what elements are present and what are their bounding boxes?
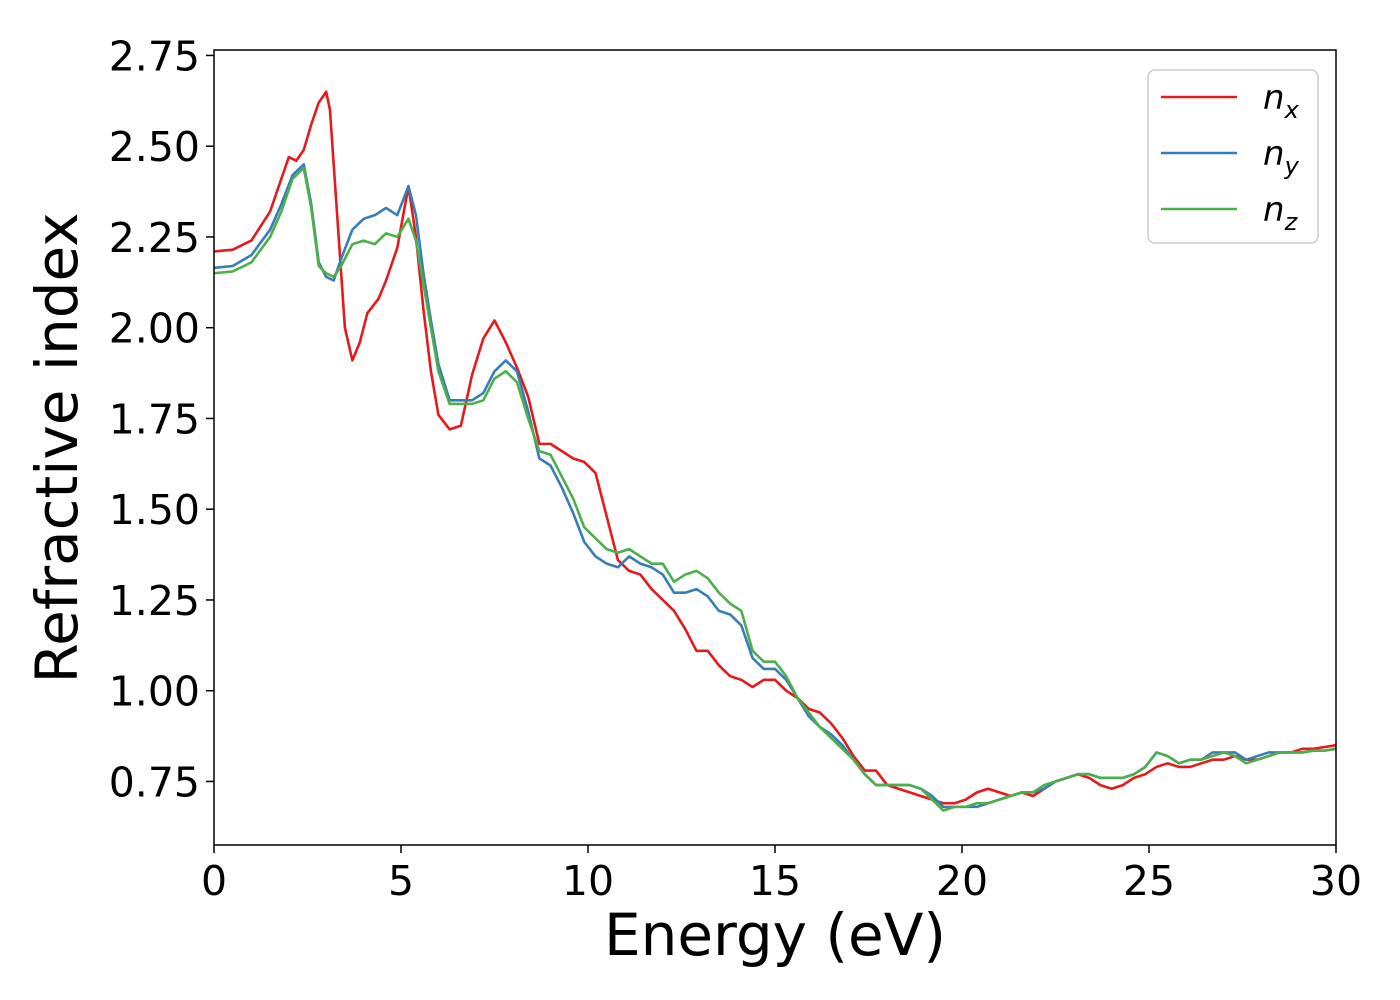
x-tick-label: 0 [201, 857, 227, 905]
legend-label-n-y: ny [1263, 134, 1300, 180]
y-tick-label: 1.50 [109, 486, 200, 534]
series-line-n-y [214, 163, 1336, 809]
series-line-n-x [214, 90, 1336, 805]
y-tick-label: 0.75 [109, 758, 200, 806]
y-tick-label: 2.75 [109, 32, 200, 80]
legend: nx ny nz [1147, 69, 1319, 244]
x-tick-label: 15 [749, 857, 801, 905]
y-tick-label: 1.00 [109, 668, 200, 716]
legend-box [1147, 69, 1319, 244]
legend-label-n-x: nx [1263, 78, 1300, 124]
series-line-n-z [214, 166, 1336, 812]
y-tick-label: 1.75 [109, 395, 200, 443]
x-axis-label: Energy (eV) [604, 901, 946, 969]
x-tick-label: 5 [388, 857, 414, 905]
x-tick-label: 20 [936, 857, 988, 905]
y-tick-label: 2.00 [109, 305, 200, 353]
y-tick-label: 2.50 [109, 123, 200, 171]
y-tick-label: 1.25 [109, 577, 200, 625]
y-axis: 0.75 1.00 1.25 1.50 1.75 2.00 2.25 2.50 2.75 [109, 32, 214, 806]
plot-area [214, 90, 1336, 812]
x-tick-label: 30 [1310, 857, 1362, 905]
y-tick-label: 2.25 [109, 214, 200, 262]
y-axis-label: Refractive index [23, 212, 91, 683]
legend-label-n-z: nz [1263, 190, 1299, 236]
x-axis: 0 5 10 15 20 25 30 [201, 845, 1362, 905]
x-tick-label: 25 [1123, 857, 1175, 905]
x-tick-label: 10 [562, 857, 614, 905]
